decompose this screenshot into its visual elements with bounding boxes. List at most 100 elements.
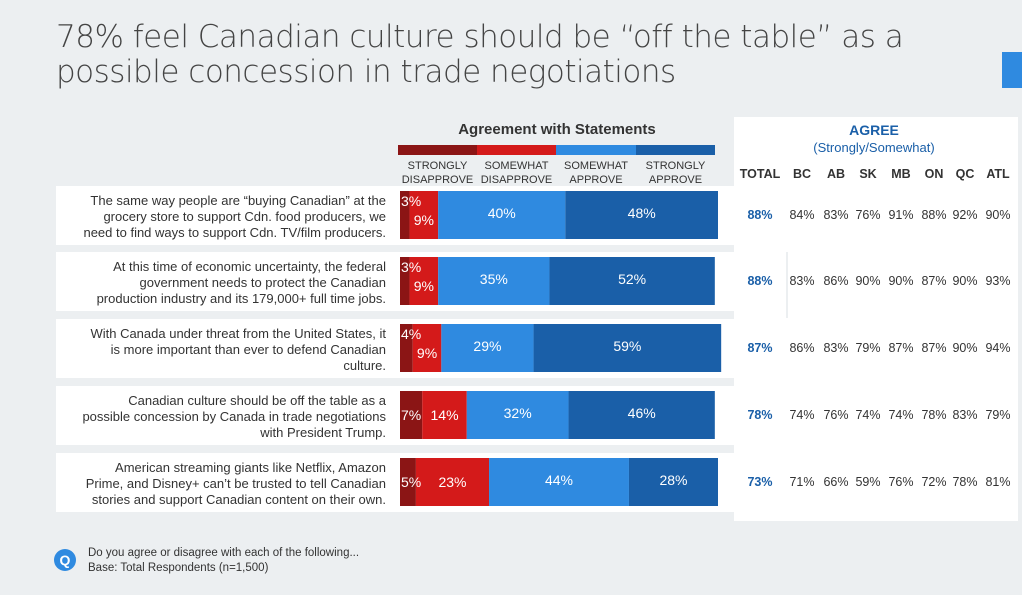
legend-label-line2: APPROVE	[569, 174, 622, 186]
bar-value-label: 3%	[401, 193, 421, 209]
legend-label-line2: DISAPPROVE	[481, 174, 553, 186]
footer-question: Do you agree or disagree with each of th…	[88, 547, 360, 559]
region-value: 74%	[789, 408, 814, 422]
region-value: 87%	[921, 274, 946, 288]
table-header: ON	[925, 167, 944, 181]
region-value: 83%	[789, 274, 814, 288]
bar-value-label: 9%	[414, 212, 434, 228]
legend-swatch-4	[636, 145, 715, 155]
bar-segment-somewhat-disapprove	[412, 324, 442, 372]
agree-subtitle: (Strongly/Somewhat)	[813, 140, 935, 155]
bar-segment-strongly-approve	[549, 257, 715, 305]
bar-segment-strongly-approve	[568, 391, 715, 439]
bar-value-label: 9%	[417, 345, 437, 361]
footer-base: Base: Total Respondents (n=1,500)	[88, 562, 269, 574]
bar-value-label: 52%	[618, 271, 646, 287]
statement-text: Canadian culture should be off the table…	[82, 393, 386, 440]
table-header: MB	[891, 167, 910, 181]
region-value: 86%	[823, 274, 848, 288]
legend-label-line1: SOMEWHAT	[485, 160, 549, 172]
bar-segment-strongly-disapprove	[400, 257, 410, 305]
region-value: 83%	[823, 341, 848, 355]
bar-segment-strongly-disapprove	[400, 191, 410, 239]
legend-label-line2: DISAPPROVE	[402, 174, 474, 186]
statement-text: American streaming giants like Netflix, …	[85, 460, 386, 507]
table-header: BC	[793, 167, 811, 181]
region-value: 76%	[855, 208, 880, 222]
accent-tab	[1002, 52, 1022, 88]
region-value: 87%	[921, 341, 946, 355]
chart-title: Agreement with Statements	[458, 121, 656, 138]
region-value: 88%	[921, 208, 946, 222]
region-value: 78%	[952, 475, 977, 489]
region-value: 90%	[985, 208, 1010, 222]
bar-segment-somewhat-disapprove	[409, 257, 439, 305]
page-title: 78% feel Canadian culture should be “off…	[56, 19, 904, 90]
region-value: 71%	[789, 475, 814, 489]
region-value: 83%	[823, 208, 848, 222]
bar-value-label: 46%	[628, 405, 656, 421]
agree-title: AGREE	[849, 122, 899, 138]
question-icon: Q	[54, 549, 76, 571]
bar-segment-strongly-disapprove	[400, 458, 416, 506]
region-value: 79%	[855, 341, 880, 355]
footer-note: Do you agree or disagree with each of th…	[88, 546, 359, 576]
bar-value-label: 59%	[613, 338, 641, 354]
bar-segment-somewhat-approve	[441, 324, 534, 372]
bar-value-label: 29%	[473, 338, 501, 354]
bar-value-label: 9%	[414, 278, 434, 294]
bar-value-label: 35%	[480, 271, 508, 287]
region-value: 90%	[855, 274, 880, 288]
total-value: 73%	[747, 475, 772, 489]
region-value: 87%	[888, 341, 913, 355]
total-value: 78%	[747, 408, 772, 422]
legend-swatch-2	[477, 145, 556, 155]
region-value: 76%	[823, 408, 848, 422]
bar-value-label: 4%	[401, 326, 421, 342]
region-value: 66%	[823, 475, 848, 489]
bar-value-label: 7%	[401, 407, 421, 423]
bar-segment-strongly-disapprove	[400, 391, 423, 439]
region-value: 76%	[888, 475, 913, 489]
statement-text: At this time of economic uncertainty, th…	[96, 259, 386, 306]
bar-segment-strongly-approve	[565, 191, 718, 239]
legend-label-line2: APPROVE	[649, 174, 702, 186]
bar-value-label: 48%	[628, 205, 656, 221]
region-value: 94%	[985, 341, 1010, 355]
bar-segment-somewhat-approve	[438, 191, 566, 239]
region-value: 90%	[888, 274, 913, 288]
total-value: 87%	[747, 341, 772, 355]
legend-label-line1: STRONGLY	[408, 160, 468, 172]
total-value: 88%	[747, 274, 772, 288]
legend-swatch-1	[398, 145, 477, 155]
statement-text: With Canada under threat from the United…	[90, 326, 386, 373]
region-value: 79%	[985, 408, 1010, 422]
bar-segment-strongly-approve	[628, 458, 718, 506]
region-value: 74%	[855, 408, 880, 422]
region-value: 74%	[888, 408, 913, 422]
bar-value-label: 14%	[431, 407, 459, 423]
region-value: 72%	[921, 475, 946, 489]
legend-label-line1: SOMEWHAT	[564, 160, 628, 172]
bar-value-label: 28%	[659, 472, 687, 488]
table-header: AB	[827, 167, 845, 181]
bar-segment-somewhat-disapprove	[422, 391, 467, 439]
bar-segment-somewhat-disapprove	[409, 191, 439, 239]
bar-segment-somewhat-approve	[489, 458, 629, 506]
region-value: 90%	[952, 274, 977, 288]
bar-value-label: 32%	[504, 405, 532, 421]
bar-value-label: 5%	[401, 474, 421, 490]
bar-value-label: 3%	[401, 259, 421, 275]
legend-label-line1: STRONGLY	[646, 160, 706, 172]
table-header: ATL	[986, 167, 1010, 181]
bar-segment-somewhat-approve	[438, 257, 550, 305]
bar-segment-somewhat-disapprove	[415, 458, 490, 506]
region-value: 78%	[921, 408, 946, 422]
table-header: SK	[859, 167, 876, 181]
bar-segment-strongly-approve	[533, 324, 722, 372]
region-value: 84%	[789, 208, 814, 222]
bar-value-label: 44%	[545, 472, 573, 488]
region-value: 59%	[855, 475, 880, 489]
statement-text: The same way people are “buying Canadian…	[83, 193, 386, 240]
